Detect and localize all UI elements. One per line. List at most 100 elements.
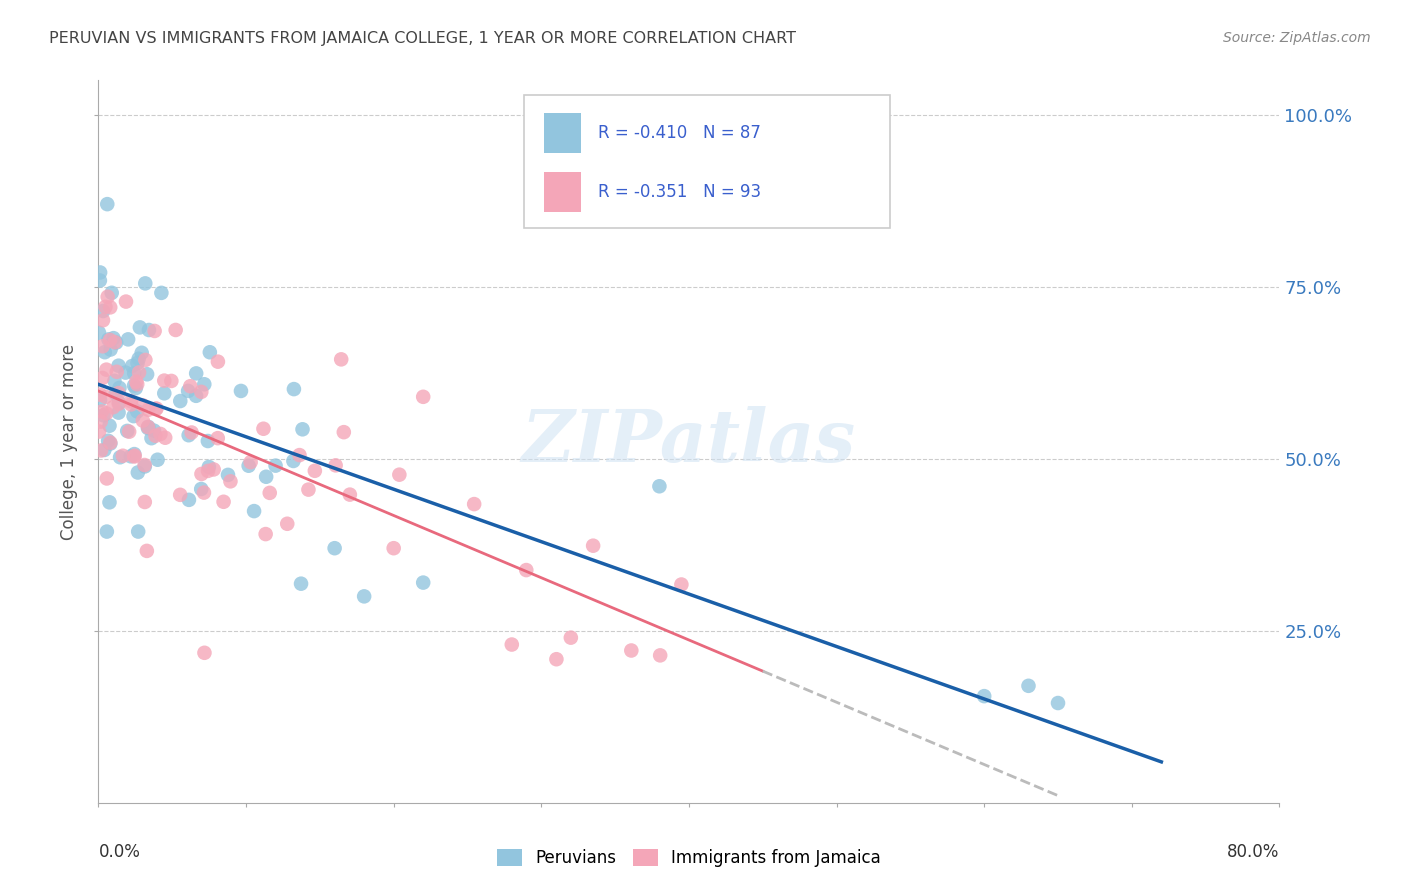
Point — [120, 394, 142, 409]
Point — [134, 277, 156, 291]
Point — [98, 301, 121, 315]
Point — [186, 367, 208, 381]
Point — [98, 435, 121, 450]
Point — [180, 425, 202, 440]
Point — [98, 495, 121, 509]
Y-axis label: College, 1 year or more: College, 1 year or more — [60, 343, 79, 540]
Point — [134, 459, 156, 474]
Point — [264, 458, 287, 473]
Point — [190, 467, 212, 481]
Point — [217, 467, 239, 482]
Point — [239, 455, 262, 469]
Point — [100, 285, 122, 300]
Point — [193, 377, 215, 392]
Point — [297, 483, 319, 497]
Point — [169, 488, 191, 502]
Point — [134, 458, 156, 472]
Point — [105, 335, 128, 350]
Point — [339, 487, 361, 501]
Point — [515, 563, 537, 577]
Text: PERUVIAN VS IMMIGRANTS FROM JAMAICA COLLEGE, 1 YEAR OR MORE CORRELATION CHART: PERUVIAN VS IMMIGRANTS FROM JAMAICA COLL… — [49, 31, 796, 46]
Point — [103, 374, 125, 388]
Point — [89, 265, 111, 279]
Point — [122, 366, 145, 380]
Point — [291, 422, 314, 436]
Point — [120, 450, 142, 464]
Text: R = -0.351   N = 93: R = -0.351 N = 93 — [598, 183, 761, 202]
Point — [582, 539, 605, 553]
Point — [96, 197, 118, 211]
Point — [97, 290, 120, 304]
Point — [177, 492, 200, 507]
Text: ZIPatlas: ZIPatlas — [522, 406, 856, 477]
Text: Source: ZipAtlas.com: Source: ZipAtlas.com — [1223, 31, 1371, 45]
Point — [117, 332, 139, 346]
Point — [330, 352, 353, 367]
Point — [254, 469, 277, 483]
Point — [127, 377, 149, 392]
Point — [207, 354, 229, 368]
Point — [128, 351, 150, 366]
Point — [197, 434, 219, 448]
Point — [90, 443, 112, 458]
Point — [560, 631, 582, 645]
Point — [197, 464, 219, 478]
Point — [124, 447, 146, 461]
Point — [96, 362, 118, 376]
Point — [87, 326, 110, 340]
Point — [671, 577, 693, 591]
Point — [193, 646, 215, 660]
Point — [127, 404, 149, 418]
Point — [96, 524, 118, 539]
Point — [153, 374, 176, 388]
Point — [648, 479, 671, 493]
Point — [93, 442, 115, 457]
Point — [111, 449, 134, 463]
Point — [122, 378, 145, 392]
Point — [973, 689, 995, 703]
Point — [127, 356, 149, 370]
Point — [122, 409, 145, 424]
Point — [138, 323, 160, 337]
Point — [190, 384, 212, 399]
Point — [96, 471, 118, 485]
Point — [87, 425, 110, 439]
Point — [108, 450, 131, 465]
Point — [259, 486, 281, 500]
Point — [94, 390, 117, 404]
Point — [202, 462, 225, 476]
Point — [91, 404, 114, 418]
Point — [94, 345, 117, 359]
Point — [650, 648, 672, 663]
Point — [382, 541, 405, 556]
Point — [1018, 679, 1040, 693]
Point — [107, 386, 129, 401]
Point — [288, 448, 311, 462]
Point — [108, 381, 131, 395]
Point — [91, 304, 114, 318]
Point — [107, 397, 129, 411]
Point — [501, 638, 523, 652]
Point — [98, 333, 121, 347]
Point — [97, 333, 120, 347]
FancyBboxPatch shape — [523, 95, 890, 228]
Point — [104, 387, 127, 401]
Point — [283, 382, 305, 396]
Point — [463, 497, 485, 511]
Text: 0.0%: 0.0% — [98, 843, 141, 861]
Point — [143, 424, 166, 438]
Point — [145, 401, 167, 416]
Point — [143, 324, 166, 338]
Point — [104, 335, 127, 350]
Point — [190, 482, 212, 496]
Point — [169, 394, 191, 409]
Point — [108, 396, 131, 410]
Point — [118, 425, 141, 439]
Point — [122, 450, 145, 464]
Point — [107, 359, 129, 373]
Legend: Peruvians, Immigrants from Jamaica: Peruvians, Immigrants from Jamaica — [496, 848, 882, 867]
Point — [198, 345, 221, 359]
Point — [212, 495, 235, 509]
Point — [128, 366, 150, 380]
Point — [94, 300, 117, 314]
